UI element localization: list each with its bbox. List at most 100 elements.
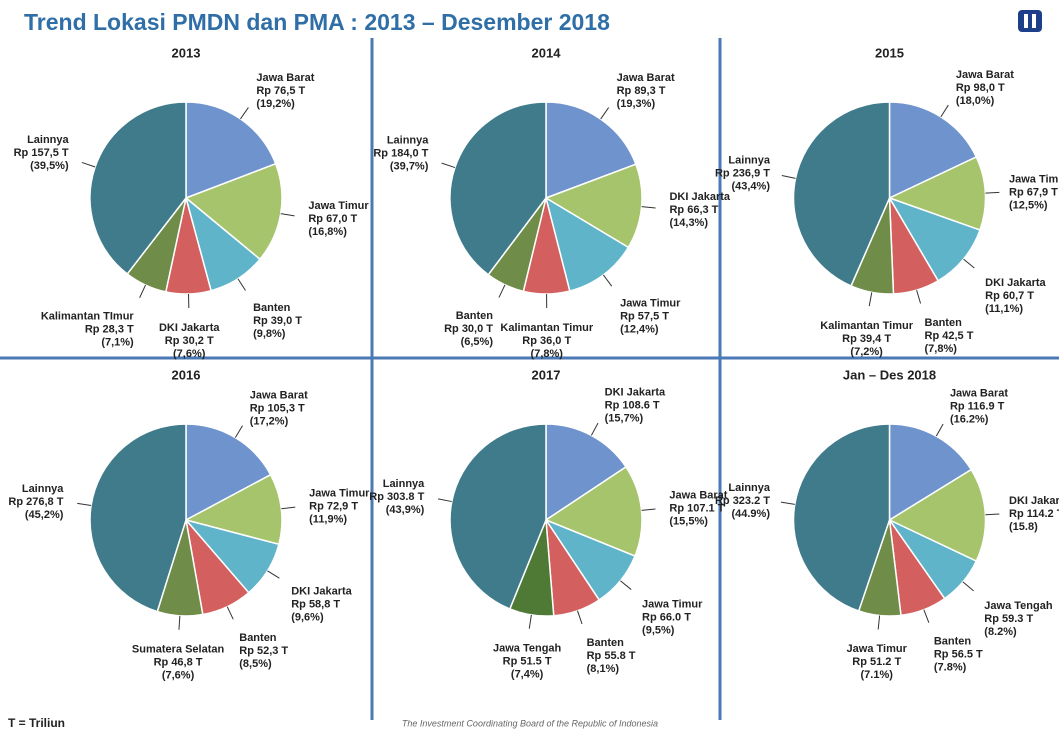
chart-title: 2016 — [172, 367, 201, 382]
leader-line — [529, 615, 531, 629]
share-label: (7,8%) — [531, 348, 564, 360]
share-label: (39,7%) — [390, 161, 429, 173]
share-label: (7,2%) — [850, 346, 883, 358]
slice-label: Kalimantan Timur — [820, 320, 913, 332]
leader-line — [77, 503, 91, 505]
share-label: (7,6%) — [173, 348, 206, 360]
share-label: (43,4%) — [731, 181, 770, 193]
slice-label: DKI Jakarta — [291, 586, 352, 598]
slice-label: Lainnya — [383, 478, 425, 490]
slice-label: DKI Jakarta — [669, 191, 730, 203]
slice-label: Jawa Timur — [642, 598, 703, 610]
share-label: (7.1%) — [861, 669, 894, 681]
value-label: Rp 184,0 T — [373, 148, 428, 160]
value-label: Rp 52,3 T — [239, 645, 288, 657]
share-label: (7,6%) — [162, 670, 195, 682]
leader-line — [179, 616, 180, 630]
share-label: (12,4%) — [620, 323, 659, 335]
leader-line — [281, 214, 295, 216]
leader-line — [917, 290, 921, 303]
slice-label: Lainnya — [22, 483, 64, 495]
share-label: (17,2%) — [250, 416, 289, 428]
leader-line — [82, 162, 95, 167]
share-label: (7,1%) — [101, 336, 134, 348]
share-label: (8,5%) — [239, 658, 272, 670]
leader-line — [924, 610, 929, 623]
leader-line — [782, 175, 796, 178]
value-label: Rp 56.5 T — [934, 649, 983, 661]
share-label: (15,5%) — [669, 516, 708, 528]
leader-line — [878, 615, 879, 629]
value-label: Rp 303.8 T — [369, 491, 424, 503]
leader-line — [227, 607, 233, 620]
leader-line — [601, 108, 609, 120]
share-label: (8.2%) — [984, 626, 1017, 638]
value-label: Rp 30,0 T — [444, 323, 493, 335]
share-label: (11,9%) — [309, 513, 347, 525]
source: The Investment Coordinating Board of the… — [402, 718, 658, 728]
leader-line — [985, 514, 999, 515]
leader-line — [781, 502, 795, 504]
share-label: (16,8%) — [308, 226, 347, 238]
leader-line — [442, 163, 455, 167]
leader-line — [964, 259, 975, 268]
share-label: (39,5%) — [30, 160, 69, 172]
leader-line — [577, 611, 582, 624]
value-label: Rp 60,7 T — [985, 290, 1034, 302]
leader-line — [936, 424, 943, 436]
slice-label: Lainnya — [387, 135, 429, 147]
value-label: Rp 66.0 T — [642, 611, 691, 623]
slice-label: Jawa Barat — [617, 72, 675, 84]
share-label: (9,6%) — [291, 612, 324, 624]
value-label: Rp 55.8 T — [587, 650, 636, 662]
slice-label: Banten — [456, 310, 494, 322]
slide: Trend Lokasi PMDN dan PMA : 2013 – Desem… — [0, 0, 1059, 731]
slice-label: Jawa Tengah — [493, 642, 562, 654]
slide-title: Trend Lokasi PMDN dan PMA : 2013 – Desem… — [24, 9, 610, 35]
value-label: Rp 89,3 T — [617, 85, 666, 97]
value-label: Rp 98,0 T — [956, 82, 1005, 94]
value-label: Rp 57,5 T — [620, 310, 669, 322]
slice-label: Banten — [934, 636, 972, 648]
slice-label: Jawa Timur — [309, 487, 370, 499]
slice-label: Jawa Timur — [847, 643, 908, 655]
share-label: (18,0%) — [956, 95, 995, 107]
chart-title: 2017 — [532, 367, 561, 382]
slice-label: Kalimantan TImur — [41, 310, 135, 322]
slice-label: Sumatera Selatan — [132, 644, 225, 656]
slice-label: Jawa Timur — [1009, 174, 1059, 186]
value-label: Rp 76,5 T — [256, 85, 305, 97]
chart-title: Jan – Des 2018 — [843, 367, 936, 382]
slice-label: Jawa Barat — [950, 388, 1008, 400]
share-label: (45,2%) — [25, 509, 64, 521]
value-label: Rp 114.2 T — [1009, 508, 1059, 520]
value-label: Rp 28,3 T — [85, 323, 134, 335]
value-label: Rp 39,4 T — [842, 333, 891, 345]
share-label: (6,5%) — [461, 336, 494, 348]
share-label: (11,1%) — [985, 303, 1023, 315]
value-label: Rp 105,3 T — [250, 403, 305, 415]
share-label: (16.2%) — [950, 414, 989, 426]
value-label: Rp 67,9 T — [1009, 187, 1058, 199]
share-label: (9,8%) — [253, 328, 286, 340]
slice-label: Kalimantan Timur — [500, 322, 593, 334]
slice-label: Jawa Barat — [956, 69, 1014, 81]
logo — [1018, 10, 1042, 32]
value-label: Rp 67,0 T — [308, 213, 357, 225]
value-label: Rp 58,8 T — [291, 599, 340, 611]
slice-label: Banten — [253, 302, 291, 314]
footnote: T = Triliun — [8, 716, 65, 730]
slice-label: Jawa Barat — [250, 390, 308, 402]
leader-line — [240, 107, 248, 119]
slice-label: Jawa Timur — [308, 200, 369, 212]
leader-line — [281, 507, 295, 509]
chart-title: 2013 — [172, 45, 201, 60]
share-label: (19,3%) — [617, 98, 656, 110]
value-label: Rp 51.5 T — [503, 655, 552, 667]
leader-line — [642, 207, 656, 208]
value-label: Rp 66,3 T — [669, 204, 718, 216]
leader-line — [499, 285, 505, 298]
share-label: (7,4%) — [511, 668, 544, 680]
value-label: Rp 59.3 T — [984, 613, 1033, 625]
value-label: Rp 108.6 T — [605, 400, 660, 412]
